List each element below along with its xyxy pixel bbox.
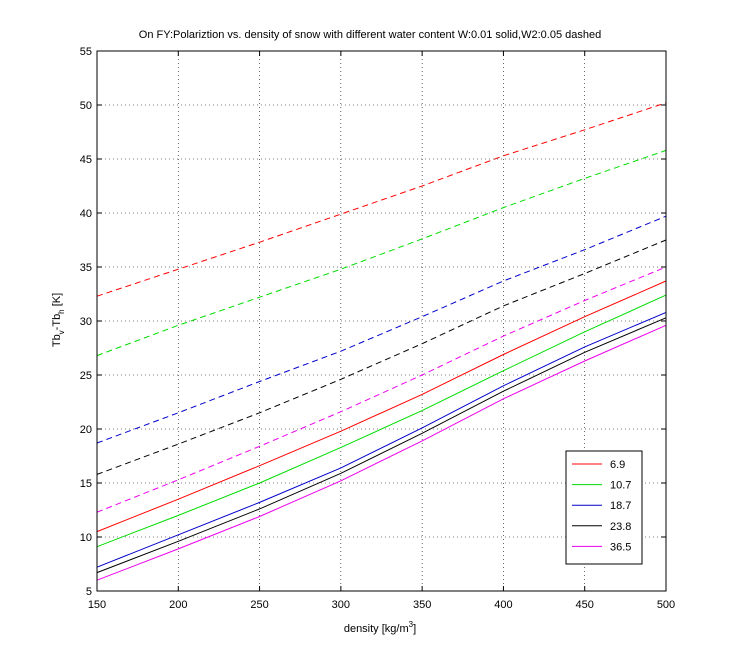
y-tick-label: 40 [80, 208, 92, 220]
series-line-solid [96, 311, 667, 568]
x-tick-label: 250 [250, 599, 268, 611]
y-tick-label: 10 [80, 532, 92, 544]
x-tick-label: 500 [657, 599, 675, 611]
y-tick-label: 55 [80, 46, 92, 58]
series-line-dashed [96, 149, 667, 357]
ticks: 150 200 250 300 350 400 450 500 5 10 15 20 25 30 35 40 4… [80, 46, 675, 611]
series-line-dashed [96, 266, 667, 513]
y-tick-label: 35 [80, 262, 92, 274]
chart-title: On FY:Polariztion vs. density of snow wi… [139, 29, 601, 41]
series-line-dashed [96, 102, 667, 297]
legend-label: 23.8 [610, 521, 631, 533]
legend-label: 36.5 [610, 541, 631, 553]
x-tick-label: 300 [332, 599, 350, 611]
series-line-solid [96, 317, 667, 574]
x-tick-label: 350 [413, 599, 431, 611]
series-line-solid [96, 280, 667, 533]
x-tick-label: 450 [576, 599, 594, 611]
y-tick-label: 20 [80, 424, 92, 436]
x-tick-label: 400 [494, 599, 512, 611]
x-tick-label: 200 [169, 599, 187, 611]
series-line-dashed [96, 215, 667, 444]
x-tick-label: 150 [88, 599, 106, 611]
x-axis-label: density [kg/m3] [344, 620, 416, 635]
y-axis-label: Tbv-Tbh [K] [51, 293, 66, 347]
legend-label: 6.9 [610, 459, 625, 471]
legend-label: 18.7 [610, 500, 631, 512]
series-lines [96, 102, 667, 581]
y-tick-label: 45 [80, 154, 92, 166]
legend: 6.9 10.7 18.7 23.8 36.5 [565, 450, 643, 565]
series-line-solid [96, 294, 667, 548]
legend-label: 10.7 [610, 480, 631, 492]
y-tick-label: 50 [80, 100, 92, 112]
y-tick-label: 30 [80, 316, 92, 328]
legend-box [565, 450, 643, 565]
y-tick-label: 15 [80, 478, 92, 490]
y-tick-label: 25 [80, 370, 92, 382]
series-line-solid [96, 324, 667, 581]
series-line-dashed [96, 239, 667, 475]
y-tick-label: 5 [86, 586, 92, 598]
